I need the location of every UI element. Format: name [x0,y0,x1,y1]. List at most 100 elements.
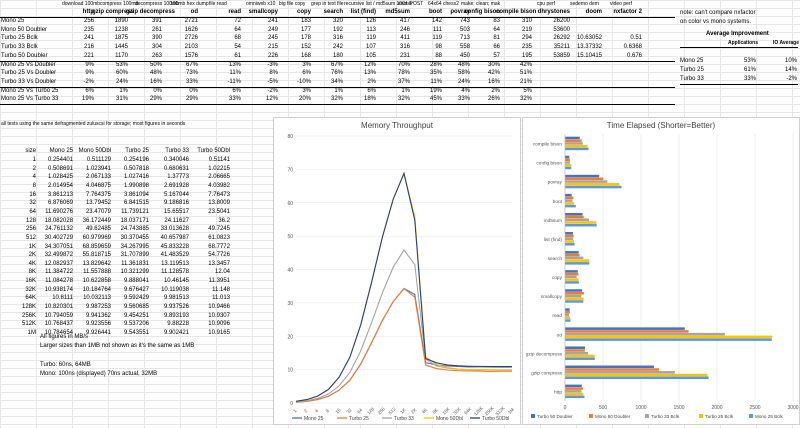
header-note: excl. POST [398,1,424,7]
column-header: nxfactor 2 [613,9,642,15]
mem-cell: 0.51141 [208,157,230,163]
table-cell: 390 [151,35,162,42]
bar [565,155,570,159]
table-cell: 249 [267,26,278,33]
mem-cell: 32.499872 [44,252,73,259]
mem-cell: 11.557888 [83,269,111,276]
table-cell: 16% [149,78,162,85]
bar [565,357,595,360]
table-cell: 48% [149,70,162,77]
row-label: Mono 25 Vs Turbo 33 [1,96,59,103]
bar [565,259,590,262]
table-cell: 12% [265,96,278,103]
table-cell: 21% [519,78,532,85]
row-label: Mono 25 Vs Turbo 25 [1,87,59,94]
mem-cell: 0.254196 [123,157,149,163]
avg-apps: 53% [743,58,756,64]
mem-cell: 11.739121 [121,208,149,215]
bar [565,185,622,189]
mem-cell: 9.893193 [163,312,189,319]
table-cell: 0% [153,87,162,94]
bar [565,262,590,265]
bar [565,136,580,140]
avg-row-label: Turbo 25 [680,67,704,73]
mem-cell: 256 [25,226,36,233]
mem-cell: 9.941362 [85,312,111,319]
column-header: compile bison [496,9,537,15]
mem-cell: 10.8111 [52,295,73,302]
category-label: list (find) [544,237,563,243]
header-note: 64x64 chess2 [428,1,459,7]
table-cell: 713 [459,35,470,42]
table-cell: 35% [429,70,442,77]
x-tick-label: 0 [564,405,567,411]
mem-cell: 64 [29,208,36,215]
mem-cell: 11.084278 [45,278,73,285]
bar [565,313,570,317]
column-header: list (find) [350,9,376,15]
mem-cell: 10.820301 [44,304,73,311]
bar [565,373,708,377]
table-cell: 4% [461,87,470,94]
category-label: smallcopy [541,294,563,300]
table-cell: 53600 [553,26,570,33]
x-tick-label: 3000 [787,405,798,411]
x-tick-label: 2 [303,408,309,414]
mem-cell: 6.841515 [123,200,149,207]
table-cell: 18% [363,96,376,103]
mem-cell: 4 [32,174,36,181]
table-cell: 88 [435,52,442,59]
mem-cell: 10.46145 [163,278,189,285]
bar [565,237,574,241]
x-tick-label: 256 [377,406,386,415]
table-cell: 183 [300,18,311,24]
time-elapsed-chart[interactable]: Time Elapsed (Shorter=Better) 0 500 1000 15… [522,117,800,425]
table-cell: 58% [457,70,470,77]
column-header: read [228,9,241,15]
row-label: Turbo 33 Vs Doubler [1,78,57,85]
mem-cell: 9.902421 [163,330,189,336]
table-cell: 221 [83,52,94,59]
table-cell: 98 [435,44,442,51]
header-note: decompress 100mb [135,1,179,7]
category-label: boot [553,199,563,205]
table-cell: 83 [493,18,500,24]
bar [565,240,575,243]
bar [565,218,590,221]
table-cell: 391 [151,18,162,24]
mem-cell: 1K [28,243,36,250]
table-cell: 417 [399,18,410,24]
avg-apps: 61% [743,67,756,73]
bar [565,163,572,167]
x-tick-label: 1000 [635,405,646,411]
bar [565,212,583,216]
category-label: gzip compress [531,370,563,376]
bar [565,202,575,205]
bar [565,289,583,292]
mem-cell: 60.979969 [82,234,111,241]
memory-throughput-chart[interactable]: Memory Throughput 0 10 20 30 40 50 60 70 80 1 2 4 8 1… [273,117,521,425]
mem-cell: 8 [32,182,36,189]
mem-cell: 9.186816 [163,200,189,207]
legend-label: Turbo 50Dbl [482,416,509,422]
bar [565,144,588,148]
header-note: grep in text file [311,1,344,7]
mem-cell: 9.937526 [163,304,189,311]
bar [565,395,585,399]
mem-cell: 0.254401 [47,157,73,163]
avg-header: Applications [727,40,758,46]
table-cell: 411 [400,35,410,42]
mem-cell: 1.028425 [47,174,73,181]
table-cell: 195 [521,52,532,59]
table-cell: 33% [457,96,470,103]
table-cell: 2721 [184,18,198,24]
table-cell: 54 [234,44,241,51]
header-note: 100mb hex dump [170,1,209,7]
table-cell: 37% [397,78,410,85]
mem-cell: 2.06665 [208,174,230,181]
bar [565,351,589,355]
bar [565,327,685,330]
header-note: video perf [610,1,632,7]
bar [565,291,584,295]
